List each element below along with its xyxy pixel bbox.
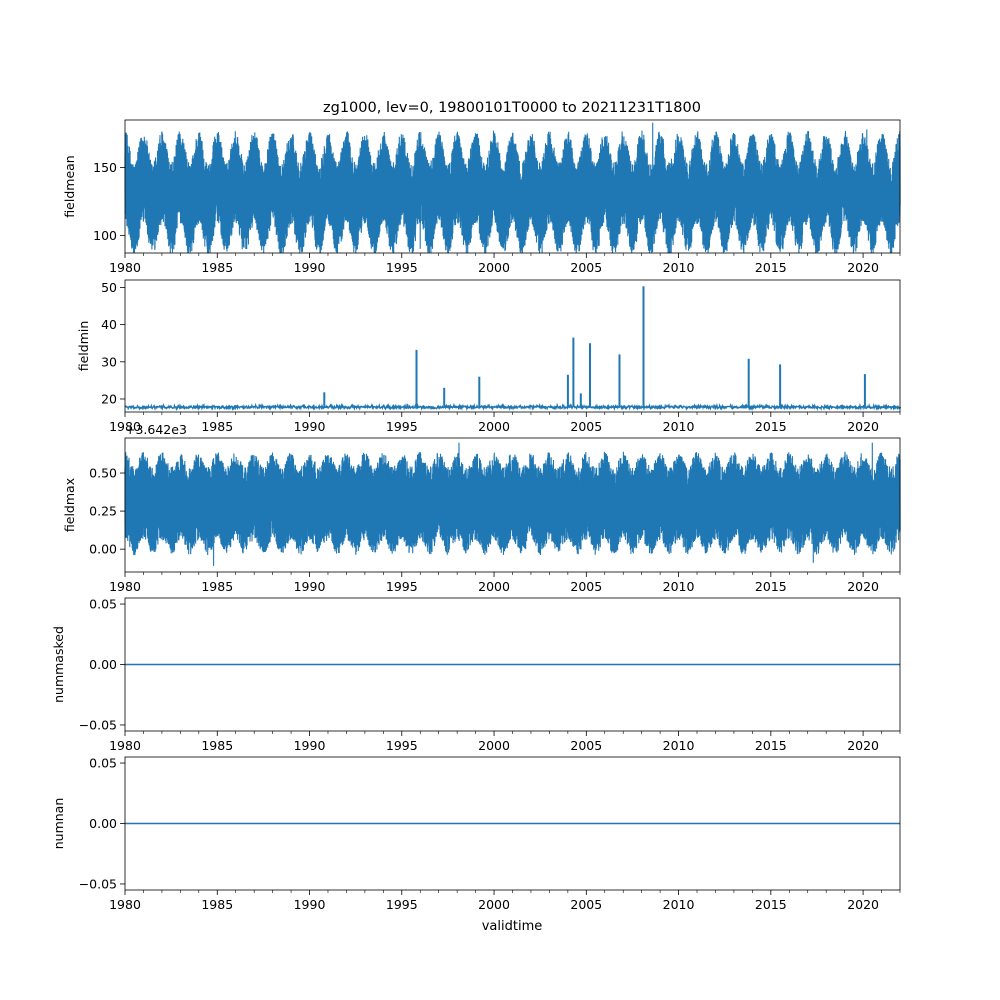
y-tick-label: 150 [93,160,117,175]
x-tick-label: 2005 [570,579,602,594]
fieldmean-line [124,122,901,254]
x-tick-label: 1980 [109,419,141,434]
panel-nummasked: 1980 1985 1990 1995 2000 2005 2010 2015 2020 −0.0… [51,597,901,753]
x-tick-label: 2015 [755,419,787,434]
figure-title: zg1000, lev=0, 19800101T0000 to 20211231… [323,100,701,116]
x-tick-label: 2005 [570,738,602,753]
x-tick-label: 1985 [201,419,233,434]
x-tick-label: 1995 [386,419,418,434]
x-tick-label: 1990 [294,579,326,594]
x-tick-label: 1985 [201,738,233,753]
panel-fieldmean: 1980 1985 1990 1995 2000 2005 2010 2015 2020 100 1… [62,119,901,275]
x-tick-label: 2005 [570,260,602,275]
fieldmax-line [124,442,901,566]
x-tick-label: 2000 [478,419,510,434]
x-tick-label: 2000 [478,260,510,275]
x-tick-label: 2020 [847,738,879,753]
x-tick-label: 1990 [294,419,326,434]
x-tick-label: 2000 [478,579,510,594]
panel-numnan: 1980 1985 1990 1995 2000 2005 2010 2015 2020 −0.0… [51,756,901,912]
x-tick-label: 2015 [755,260,787,275]
y-tick-label: 0.00 [89,657,117,672]
x-tick-label: 2000 [478,738,510,753]
y-tick-label: 100 [93,228,117,243]
x-tick-label: 1995 [386,897,418,912]
x-tick-label: 2020 [847,260,879,275]
y-tick-label: 0.50 [89,466,117,481]
figure-xlabel: validtime [482,919,543,934]
y-axis-label: fieldmean [62,155,77,217]
x-tick-label: 1990 [294,897,326,912]
x-tick-label: 2015 [755,897,787,912]
x-tick-label: 2020 [847,579,879,594]
x-tick-label: 2015 [755,579,787,594]
x-tick-label: 2005 [570,419,602,434]
x-tick-label: 1985 [201,260,233,275]
x-tick-label: 2015 [755,738,787,753]
fieldmin-baseline-line [124,402,902,412]
x-tick-label: 2010 [663,738,695,753]
x-tick-label: 2010 [663,579,695,594]
x-tick-label: 2005 [570,897,602,912]
y-tick-label: 50 [101,280,117,295]
y-tick-label: −0.05 [79,876,117,891]
x-tick-label: 1980 [109,897,141,912]
x-tick-label: 1990 [294,260,326,275]
x-tick-label: 1980 [109,738,141,753]
y-tick-label: 0.05 [89,597,117,612]
x-tick-label: 2010 [663,419,695,434]
y-axis-label: fieldmax [62,478,77,532]
x-tick-label: 1985 [201,897,233,912]
x-tick-label: 1980 [109,579,141,594]
y-tick-label: −0.05 [79,717,117,732]
y-tick-label: 0.25 [89,504,117,519]
y-axis-label: numnan [51,798,66,850]
panel-fieldmin: 1980 1985 1990 1995 2000 2005 2010 2015 20202030… [76,279,902,434]
x-tick-label: 2020 [847,419,879,434]
y-axis-label: fieldmin [76,321,91,372]
y-tick-label: 0.05 [89,756,117,771]
x-tick-label: 2000 [478,897,510,912]
x-tick-label: 1980 [109,260,141,275]
x-tick-label: 2010 [663,260,695,275]
x-tick-label: 1995 [386,579,418,594]
y-tick-label: 30 [101,354,117,369]
y-offset-text: +3.642e3 [125,422,187,437]
x-tick-label: 1990 [294,738,326,753]
y-tick-label: 0.00 [89,816,117,831]
panel-fieldmax: 1980 1985 1990 1995 2000 2005 2010 2015 2020 0.00… [62,422,901,594]
y-tick-label: 20 [101,391,117,406]
y-tick-label: 40 [101,317,117,332]
x-tick-label: 2020 [847,897,879,912]
x-tick-label: 2010 [663,897,695,912]
y-axis-label: nummasked [51,626,66,703]
x-tick-label: 1995 [386,260,418,275]
y-tick-label: 0.00 [89,542,117,557]
x-tick-label: 1985 [201,579,233,594]
x-tick-label: 1995 [386,738,418,753]
